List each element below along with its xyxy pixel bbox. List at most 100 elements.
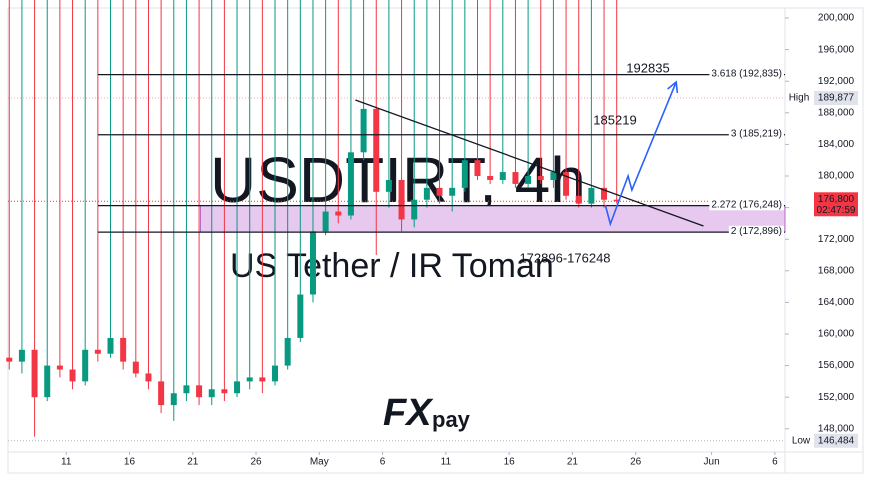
x-tick-label: 26 [250,457,262,468]
logo-fx: FX [383,392,434,434]
candle-body [423,187,430,200]
y-tick-label: 184,000 [818,139,855,150]
candle-body [601,187,608,200]
level-label-bg [728,128,784,140]
y-tick-label: 148,000 [818,423,855,434]
symbol-watermark: USDTIRT, 4h [210,144,586,216]
annotation: 185219 [593,112,636,127]
high-value: 189,877 [818,93,855,104]
low-tag-bg [814,433,858,448]
candle-body [208,389,215,398]
y-tick-label: 160,000 [818,329,855,340]
candle-body [360,108,367,153]
level-label: 2 (172,896) [731,226,782,237]
candle-body [347,152,354,216]
x-tick-label: 26 [630,457,642,468]
x-tick-label: 21 [567,457,579,468]
level-label: 3.618 (192,835) [711,68,782,79]
candle-body [44,365,51,398]
candle-body [120,337,127,362]
candle-body [259,377,266,382]
y-tick-label: 152,000 [818,392,855,403]
candle-body [525,176,532,184]
candle-body [499,172,506,180]
candle-body [69,369,76,382]
candle-body [31,349,38,398]
candle-body [284,337,291,366]
low-label: Low [792,435,811,446]
candle-body [196,385,203,398]
logo-pay: pay [432,407,471,432]
plot: 148,000 152,000 156,000 160,000 164,000 168,0… [6,0,864,474]
candle-body [411,199,418,220]
level-label-bg [709,199,784,211]
candle-body [474,160,481,177]
candle-body [550,172,557,180]
candle-body [94,349,101,354]
y-tick-label: 180,000 [818,171,855,182]
x-tick-label: 11 [441,457,452,468]
candle-body [18,349,25,362]
candle-body [272,365,279,382]
candle-body [158,381,165,406]
candle-body [449,187,456,196]
trendline [355,99,704,227]
x-tick-label: 16 [124,457,136,468]
level-label-bg [709,68,784,80]
zone [200,205,786,233]
y-tick-label: 188,000 [818,107,855,118]
level-label: 2.272 (176,248) [711,199,782,210]
y-tick-label: 192,000 [818,76,855,87]
candle-body [613,199,620,202]
x-tick-label: 21 [187,457,199,468]
level-label-bg [728,225,784,237]
plot-frame [7,7,864,474]
candle-body [170,393,177,406]
candle-body [297,294,304,338]
subtitle-watermark: US Tether / IR Toman [230,247,554,285]
candle-body [183,385,190,394]
candle-body [246,377,253,382]
y-tick-label: 164,000 [818,297,855,308]
candle-body [487,176,494,180]
candle-body [6,357,13,362]
y-tick-label: 200,000 [818,13,855,24]
candle-body [107,337,114,354]
level-label: 3 (185,219) [731,128,782,139]
countdown: 02:47:59 [817,205,856,216]
last-price: 176,800 [818,194,855,205]
candle-body [385,179,392,192]
high-tag-bg [814,90,858,105]
arrow-head [667,80,679,94]
x-tick-label: 6 [380,457,386,468]
candle-body [145,373,152,382]
y-tick-label: 156,000 [818,360,855,371]
last-price-tag [814,192,858,217]
candle-body [309,231,316,295]
candle-body [512,172,519,184]
candle-body [398,179,405,220]
candle-body [322,211,329,232]
candle-body [56,365,63,370]
candle-body [82,349,89,382]
low-value: 146,484 [818,435,855,446]
annotation: 192835 [626,60,669,75]
x-tick-label: May [310,457,329,468]
x-tick-label: 6 [772,457,778,468]
candle-body [588,187,595,204]
x-tick-label: 16 [504,457,516,468]
candle-body [575,195,582,204]
x-tick-label: Jun [704,457,720,468]
x-tick-label: 11 [61,457,72,468]
candle-body [537,176,544,180]
y-tick-label: 196,000 [818,44,855,55]
high-label: High [789,93,810,104]
candle-body [132,361,139,374]
candle-body [563,172,570,196]
candle-body [373,108,380,192]
projection-path [604,81,677,227]
candle-body [461,160,468,188]
y-tick-label: 168,000 [818,265,855,276]
